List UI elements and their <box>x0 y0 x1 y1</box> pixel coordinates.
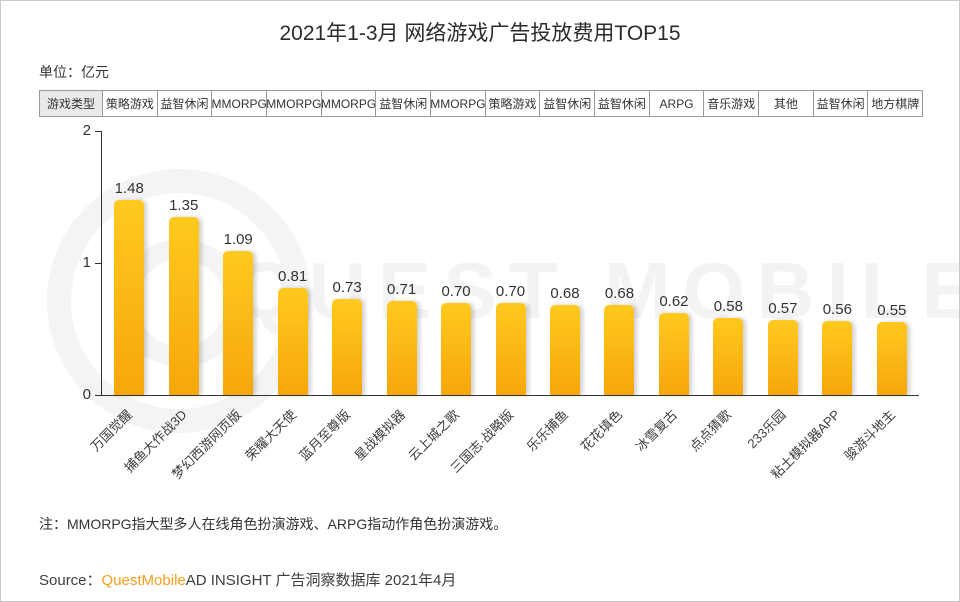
y-axis-tick <box>95 131 102 132</box>
bar <box>604 305 635 395</box>
y-axis-tick-label: 1 <box>82 254 91 271</box>
game-type-cell: 益智休闲 <box>156 91 212 116</box>
game-type-cell: 益智休闲 <box>375 91 430 116</box>
game-type-cell: 益智休闲 <box>594 91 649 116</box>
bar-value-label: 0.55 <box>877 302 907 320</box>
bar-slot: 0.68 <box>592 131 646 395</box>
bar <box>223 251 254 395</box>
bar-value-label: 0.70 <box>495 282 526 300</box>
bar <box>822 321 853 395</box>
y-axis-tick-label: 0 <box>82 386 91 403</box>
category-label: 骏游斗地主 <box>841 406 898 464</box>
y-axis-tick <box>95 395 102 396</box>
bar-value-label: 0.57 <box>768 299 798 317</box>
bar-value-label: 0.56 <box>822 301 852 319</box>
source-prefix: Source： <box>39 572 102 589</box>
bar-slot: 0.62 <box>647 131 701 395</box>
bar-slot: 0.57 <box>756 131 810 395</box>
game-type-cell: MMORPG <box>266 91 321 116</box>
bar-value-label: 0.71 <box>386 281 417 299</box>
category-label: 点点猜歌 <box>686 406 735 455</box>
bar-value-label: 1.48 <box>114 179 144 197</box>
bar-slot: 0.68 <box>538 131 592 395</box>
category-label: 星战模拟器 <box>350 406 408 464</box>
bar-slot: 0.73 <box>320 131 374 395</box>
game-type-cell: 益智休闲 <box>812 91 868 116</box>
bar-value-label: 0.73 <box>332 278 362 296</box>
bar <box>549 305 580 395</box>
category-label: 冰雪复古 <box>632 406 680 455</box>
bar-slot: 1.09 <box>211 131 265 395</box>
source-brand: QuestMobile <box>101 572 186 589</box>
bar-value-label: 0.81 <box>278 268 308 286</box>
bar-value-label: 0.68 <box>550 285 580 303</box>
game-type-cell: 益智休闲 <box>539 91 594 116</box>
game-type-cell: 策略游戏 <box>102 91 157 116</box>
source-line: Source：QuestMobileAD INSIGHT 广告洞察数据库 202… <box>39 569 456 590</box>
bar <box>114 199 145 395</box>
bar-slot: 0.56 <box>810 131 864 395</box>
bar <box>495 302 526 395</box>
category-label: 蓝月至尊版 <box>296 406 354 464</box>
game-type-cell: MMORPG <box>430 91 485 116</box>
game-type-cell: 地方棋牌 <box>867 91 922 116</box>
category-label: 233乐园 <box>744 406 789 452</box>
game-type-cell: ARPG <box>648 91 704 116</box>
bar-slot: 0.58 <box>701 131 755 395</box>
bar <box>876 322 907 395</box>
game-type-cell: MMORPG <box>320 91 375 116</box>
game-type-row-header: 游戏类型 <box>40 91 102 116</box>
bar-slot: 0.71 <box>374 131 428 395</box>
bar-value-label: 1.09 <box>223 231 253 249</box>
bar <box>332 298 363 395</box>
bar-value-label: 0.62 <box>659 293 689 311</box>
game-type-cell: MMORPG <box>211 91 266 116</box>
bar <box>168 216 199 395</box>
bar <box>441 302 472 395</box>
bar-slot: 1.48 <box>102 131 156 395</box>
bar-slot: 1.35 <box>156 131 210 395</box>
category-label: 乐乐捕鱼 <box>523 406 571 455</box>
bar-slot: 0.70 <box>429 131 483 395</box>
bar-slot: 0.55 <box>865 131 919 395</box>
bar <box>277 288 308 395</box>
bar-slot: 0.81 <box>265 131 319 395</box>
y-axis-tick <box>95 263 102 264</box>
bar <box>386 301 417 395</box>
bar-value-label: 1.35 <box>169 196 199 214</box>
bar-chart: 1.48 1.35 1.09 0.81 0.73 0.71 0.70 0.70 0.68 0.68… <box>102 131 919 395</box>
bar <box>713 318 744 395</box>
category-label: 荣耀大天使 <box>242 406 299 464</box>
category-label: 花花填色 <box>578 406 626 455</box>
source-rest: AD INSIGHT 广告洞察数据库 2021年4月 <box>185 572 457 589</box>
x-axis-line <box>101 395 919 396</box>
bar-slot: 0.70 <box>483 131 537 395</box>
unit-label: 单位：亿元 <box>39 64 109 80</box>
game-type-cell: 其他 <box>758 91 813 116</box>
bar-value-label: 0.58 <box>713 298 743 316</box>
bar-value-label: 0.68 <box>604 285 635 303</box>
game-type-row: 游戏类型 策略游戏 益智休闲 MMORPG MMORPG MMORPG 益智休闲 MMORP… <box>39 90 923 117</box>
bar <box>767 319 798 395</box>
bar <box>658 313 689 395</box>
game-type-cell: 策略游戏 <box>484 91 540 116</box>
footnote: 注：MMORPG指大型多人在线角色扮演游戏、ARPG指动作角色扮演游戏。 <box>39 516 508 532</box>
game-type-cell: 音乐游戏 <box>703 91 758 116</box>
bar-value-label: 0.70 <box>441 282 471 300</box>
page-title: 2021年1-3月 网络游戏广告投放费用TOP15 <box>279 22 681 45</box>
y-axis-tick-label: 2 <box>82 122 91 139</box>
